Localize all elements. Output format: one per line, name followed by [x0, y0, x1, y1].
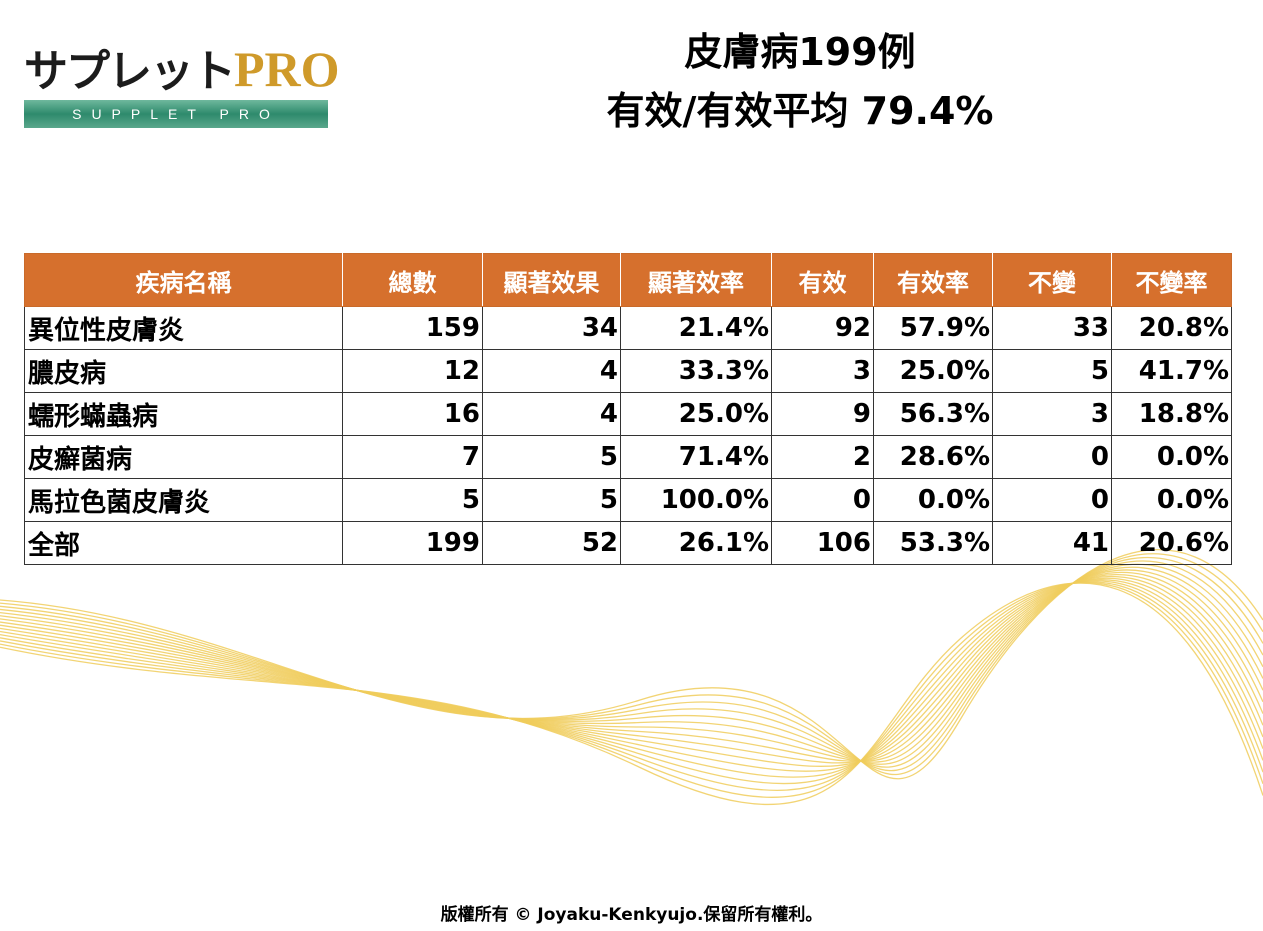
disease-name-cell: 全部 — [24, 521, 343, 565]
value-cell: 0 — [992, 435, 1112, 479]
wave-line — [0, 582, 1263, 806]
value-cell: 26.1% — [620, 521, 772, 565]
table-body: 異位性皮膚炎 159 34 21.4% 92 57.9% 33 20.8% 膿皮病 12 4 33.3… — [24, 306, 1232, 565]
value-cell: 0.0% — [1111, 478, 1232, 522]
disease-name-cell: 皮癬菌病 — [24, 435, 343, 479]
value-cell: 5 — [342, 478, 483, 522]
table-row: 異位性皮膚炎 159 34 21.4% 92 57.9% 33 20.8% — [24, 306, 1232, 350]
value-cell: 0.0% — [873, 478, 993, 522]
wave-line — [0, 553, 1263, 776]
value-cell: 41.7% — [1111, 349, 1232, 393]
wave-line — [0, 579, 1263, 778]
value-cell: 34 — [482, 306, 621, 350]
value-cell: 4 — [482, 349, 621, 393]
table-header-row: 疾病名稱 總數 顯著效果 顯著效率 有效 有效率 不變 不變率 — [24, 253, 1232, 307]
value-cell: 71.4% — [620, 435, 772, 479]
table-row: 皮癬菌病 7 5 71.4% 2 28.6% 0 0.0% — [24, 435, 1232, 479]
column-header: 顯著效果 — [482, 253, 621, 307]
column-header: 顯著效率 — [620, 253, 772, 307]
wave-line — [0, 577, 1263, 772]
value-cell: 7 — [342, 435, 483, 479]
copyright-footer: 版權所有 © Joyaku-Kenkyujo.保留所有權利。 — [440, 905, 823, 925]
value-cell: 9 — [771, 392, 874, 436]
results-table: 疾病名稱 總數 顯著效果 顯著效率 有效 有效率 不變 不變率 異位性皮膚炎 159 34 21.4… — [24, 253, 1232, 565]
value-cell: 4 — [482, 392, 621, 436]
value-cell: 20.8% — [1111, 306, 1232, 350]
logo-wordmark: サプレットPRO — [24, 41, 340, 97]
wave-line — [0, 569, 1263, 762]
wave-line — [0, 560, 1263, 768]
page-subtitle: 有效/有效平均 79.4% — [606, 89, 994, 133]
value-cell: 5 — [992, 349, 1112, 393]
value-cell: 106 — [771, 521, 874, 565]
value-cell: 18.8% — [1111, 392, 1232, 436]
table-row: 馬拉色菌皮膚炎 5 5 100.0% 0 0.0% 0 0.0% — [24, 478, 1232, 522]
column-header: 不變 — [992, 253, 1112, 307]
value-cell: 5 — [482, 478, 621, 522]
value-cell: 25.0% — [873, 349, 993, 393]
disease-name-cell: 膿皮病 — [24, 349, 343, 393]
value-cell: 159 — [342, 306, 483, 350]
value-cell: 12 — [342, 349, 483, 393]
wave-line — [0, 581, 1263, 792]
value-cell: 100.0% — [620, 478, 772, 522]
page-title: 皮膚病199例 — [684, 30, 916, 74]
value-cell: 3 — [992, 392, 1112, 436]
disease-name-cell: 異位性皮膚炎 — [24, 306, 343, 350]
value-cell: 28.6% — [873, 435, 993, 479]
value-cell: 33.3% — [620, 349, 772, 393]
wave-line — [0, 581, 1263, 798]
table-row: 蠕形蟎蟲病 16 4 25.0% 9 56.3% 3 18.8% — [24, 392, 1232, 436]
value-cell: 56.3% — [873, 392, 993, 436]
value-cell: 33 — [992, 306, 1112, 350]
brand-logo: サプレットPRO SUPPLET PRO — [24, 40, 340, 130]
value-cell: 5 — [482, 435, 621, 479]
column-header: 有效 — [771, 253, 874, 307]
value-cell: 199 — [342, 521, 483, 565]
value-cell: 2 — [771, 435, 874, 479]
column-header: 總數 — [342, 253, 483, 307]
wave-line — [0, 571, 1263, 762]
wave-line — [0, 580, 1263, 785]
value-cell: 52 — [482, 521, 621, 565]
value-cell: 57.9% — [873, 306, 993, 350]
value-cell: 3 — [771, 349, 874, 393]
decorative-wave-lines — [0, 549, 1263, 806]
table-row: 全部 199 52 26.1% 106 53.3% 41 20.6% — [24, 521, 1232, 565]
value-cell: 25.0% — [620, 392, 772, 436]
value-cell: 92 — [771, 306, 874, 350]
value-cell: 0 — [992, 478, 1112, 522]
column-header: 不變率 — [1111, 253, 1232, 307]
column-header: 有效率 — [873, 253, 993, 307]
value-cell: 41 — [992, 521, 1112, 565]
value-cell: 21.4% — [620, 306, 772, 350]
wave-line — [0, 574, 1263, 764]
logo-subtitle-bar: SUPPLET PRO — [24, 100, 328, 128]
value-cell: 20.6% — [1111, 521, 1232, 565]
value-cell: 53.3% — [873, 521, 993, 565]
disease-name-cell: 馬拉色菌皮膚炎 — [24, 478, 343, 522]
value-cell: 0 — [771, 478, 874, 522]
value-cell: 0.0% — [1111, 435, 1232, 479]
disease-name-cell: 蠕形蟎蟲病 — [24, 392, 343, 436]
table-row: 膿皮病 12 4 33.3% 3 25.0% 5 41.7% — [24, 349, 1232, 393]
wave-line — [0, 575, 1263, 768]
column-header: 疾病名稱 — [24, 253, 343, 307]
value-cell: 16 — [342, 392, 483, 436]
